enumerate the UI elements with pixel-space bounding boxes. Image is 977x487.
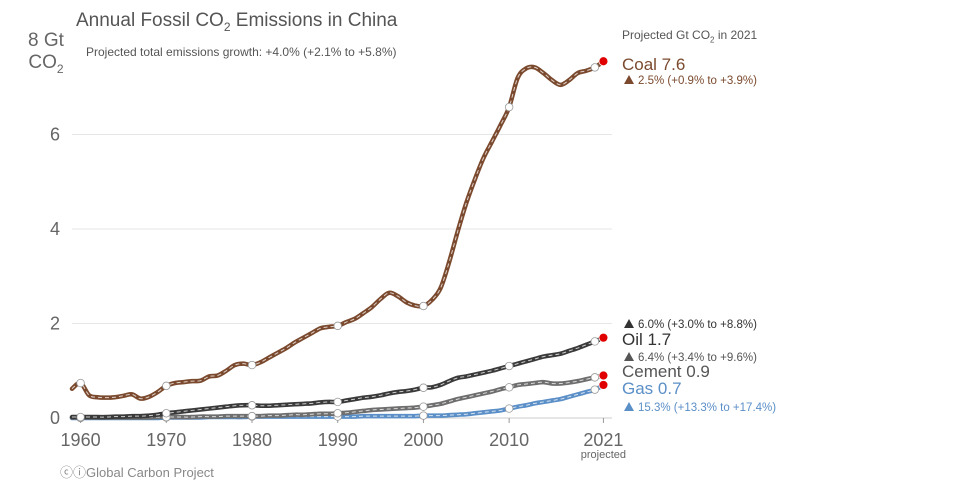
up-triangle-icon: [624, 319, 634, 328]
x-tick-label: 2021: [583, 430, 623, 450]
series-label: Gas 0.7: [622, 379, 682, 398]
projected-point-oil: [598, 332, 609, 343]
x-tick-label: 2010: [489, 430, 529, 450]
decade-point-coal: [333, 321, 342, 331]
y-axis-label: 8 Gt CO2: [28, 30, 64, 76]
up-triangle-icon: [624, 402, 634, 411]
projected-point-gas: [598, 380, 609, 390]
credit-text: Global Carbon Project: [86, 465, 214, 480]
decade-point-oil: [504, 361, 514, 371]
decade-point-cement: [419, 402, 428, 411]
series-label: Oil 1.7: [622, 330, 671, 349]
decade-point-coal: [504, 102, 514, 112]
series-label: Coal 7.6: [622, 55, 685, 74]
decade-point-oil: [419, 383, 428, 392]
y-tick-label: 6: [50, 125, 60, 145]
projected-point-coal: [598, 56, 609, 67]
x-tick-label: 2000: [403, 430, 443, 450]
x-tick-label: 1990: [318, 430, 358, 450]
decade-point-gas: [419, 411, 428, 420]
decade-point-cement: [504, 383, 514, 392]
decade-point-oil: [590, 337, 600, 346]
projected-header: Projected Gt CO2 in 2021: [622, 28, 758, 45]
growth-label: 2.5% (+0.9% to +3.9%): [638, 75, 757, 87]
decade-point-coal: [590, 63, 600, 72]
chart-subtitle: Projected total emissions growth: +4.0% …: [86, 45, 397, 59]
decade-point-cement: [590, 373, 600, 382]
x-tick-label: 1980: [232, 430, 272, 450]
up-triangle-icon: [624, 352, 634, 361]
up-triangle-icon: [624, 75, 634, 84]
series-dash-gas: [72, 384, 604, 419]
decade-point-coal: [162, 381, 171, 391]
decade-point-cement: [247, 411, 257, 421]
credit: ⓒⓘGlobal Carbon Project: [60, 462, 214, 481]
x-note: projected: [581, 449, 626, 461]
decade-point-cement: [333, 409, 342, 418]
decade-point-coal: [419, 301, 428, 311]
x-tick-label: 1970: [146, 430, 186, 450]
series-label: Cement 0.9: [622, 362, 710, 381]
chart-title: Annual Fossil CO2 Emissions in China: [76, 10, 398, 34]
decade-point-oil: [247, 401, 257, 410]
decade-point-coal: [247, 360, 257, 370]
y-tick-label: 4: [50, 219, 60, 239]
y-tick-label: 2: [50, 314, 60, 334]
decade-point-coal: [76, 378, 85, 388]
growth-label: 15.3% (+13.3% to +17.4%): [638, 402, 776, 414]
decade-point-oil: [333, 397, 342, 407]
series-line-coal: [69, 59, 606, 401]
decade-point-gas: [590, 385, 600, 394]
series-dash-coal: [71, 60, 604, 400]
decade-point-oil: [76, 412, 85, 422]
decade-point-oil: [162, 409, 171, 418]
cc-by-icon: ⓒⓘ: [60, 465, 87, 480]
growth-label: 6.4% (+3.4% to +9.6%): [638, 352, 757, 364]
growth-label: 6.0% (+3.0% to +8.8%): [638, 319, 757, 331]
decade-point-gas: [504, 404, 514, 413]
projected-point-cement: [598, 370, 609, 381]
x-tick-label: 1960: [61, 430, 101, 450]
y-tick-label: 0: [50, 408, 60, 428]
